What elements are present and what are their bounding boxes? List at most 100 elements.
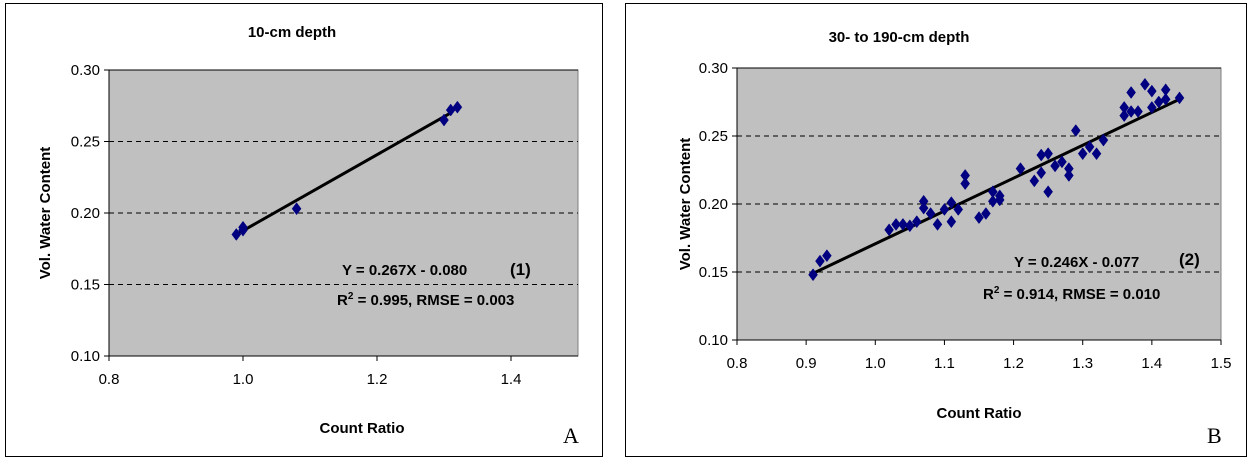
fit-stats-a: R2 = 0.995, RMSE = 0.003	[337, 291, 514, 309]
data-point	[974, 211, 984, 225]
y-axis-label-b: Vol. Water Content	[677, 138, 694, 271]
fit-stats-b: R2 = 0.914, RMSE = 0.010	[983, 285, 1160, 303]
y-tick-label: 0.20	[71, 205, 100, 222]
data-point	[994, 189, 1005, 203]
stats-r-b: R	[983, 286, 994, 303]
stats-r-a: R	[337, 292, 348, 309]
y-tick-label: 0.25	[71, 134, 100, 151]
data-point	[988, 185, 998, 199]
data-point	[932, 217, 943, 231]
data-point	[939, 203, 950, 216]
data-point	[1064, 162, 1074, 176]
data-point	[1140, 77, 1150, 91]
stats-rest-b: = 0.914, RMSE = 0.010	[999, 286, 1160, 303]
x-tick-label: 1.0	[233, 371, 254, 388]
y-tick-label: 0.10	[699, 332, 728, 349]
data-point	[1147, 84, 1157, 98]
data-point	[1133, 105, 1143, 118]
chart-title-a: 10-cm depth	[248, 24, 336, 41]
y-ticks-a: 0.10 0.15 0.20 0.25 0.30	[71, 62, 110, 365]
regression-equation-a: Y = 0.267X - 0.080	[342, 262, 467, 279]
data-point	[1064, 169, 1074, 182]
data-point	[953, 203, 964, 216]
data-point	[1077, 147, 1088, 161]
data-point	[1015, 162, 1026, 176]
data-point	[1091, 147, 1102, 161]
y-tick-label: 0.30	[71, 62, 100, 79]
data-point	[946, 196, 957, 210]
data-point	[891, 217, 901, 231]
y-tick-label: 0.30	[699, 60, 728, 77]
x-tick-label: 1.4	[1141, 355, 1162, 372]
data-point	[946, 215, 957, 229]
data-point	[1126, 86, 1136, 99]
x-tick-label: 1.4	[501, 371, 522, 388]
panel-letter-a: A	[563, 423, 579, 448]
chart-b-svg: 0.10 0.15 0.20 0.25 0.30 0.8 0.9 1.0 1.1 1.2 1.3 1…	[677, 29, 1232, 448]
data-point	[911, 215, 922, 229]
data-point	[1057, 155, 1067, 169]
data-point	[1050, 159, 1060, 173]
data-point	[960, 177, 970, 191]
data-point	[822, 249, 832, 263]
x-tick-label: 1.3	[1072, 355, 1093, 372]
stats-sup-a: 2	[348, 291, 354, 302]
regression-equation-b: Y = 0.246X - 0.077	[1014, 254, 1139, 271]
x-tick-label: 1.2	[1003, 355, 1024, 372]
chart-title-b: 30- to 190-cm depth	[829, 29, 970, 46]
x-axis-label-a: Count Ratio	[320, 420, 405, 437]
data-point	[981, 207, 991, 220]
data-point	[815, 254, 825, 268]
y-tick-label: 0.15	[71, 277, 100, 294]
data-point	[884, 223, 894, 237]
fit-line-b	[812, 97, 1181, 275]
data-point	[905, 219, 915, 233]
data-point	[898, 217, 908, 231]
data-point	[1029, 174, 1040, 188]
data-point	[231, 228, 242, 241]
y-tick-label: 0.20	[699, 196, 728, 213]
data-point	[1043, 147, 1053, 161]
x-tick-label: 0.9	[796, 355, 817, 372]
panel-letter-b: B	[1207, 423, 1222, 448]
data-point	[1036, 166, 1047, 180]
chart-a-svg: 0.10 0.15 0.20 0.25 0.30 0.8 1.0 1.2 1.4 10-cm …	[37, 24, 579, 448]
data-point	[452, 100, 463, 114]
data-point	[1070, 124, 1081, 137]
data-point	[1174, 91, 1185, 105]
x-tick-label: 0.8	[99, 371, 120, 388]
y-tick-label: 0.25	[699, 128, 728, 145]
data-point	[918, 201, 929, 215]
data-point	[1126, 105, 1136, 118]
x-tick-label: 1.5	[1211, 355, 1232, 372]
data-points-a	[231, 100, 463, 241]
data-point	[808, 268, 818, 282]
data-point	[1160, 92, 1171, 106]
gridlines-b	[737, 67, 1221, 273]
data-point	[1043, 185, 1053, 199]
x-tick-label: 0.8	[727, 355, 748, 372]
chart-panel-b: 0.10 0.15 0.20 0.25 0.30 0.8 0.9 1.0 1.1 1.2 1.3 1…	[625, 3, 1247, 457]
data-points-b	[808, 77, 1185, 282]
stats-rest-a: = 0.995, RMSE = 0.003	[353, 292, 514, 309]
x-tick-label: 1.2	[367, 371, 388, 388]
x-tick-label: 1.1	[934, 355, 955, 372]
data-point	[291, 202, 302, 216]
y-tick-label: 0.15	[699, 264, 728, 281]
data-point	[439, 113, 449, 127]
x-axis-label-b: Count Ratio	[937, 405, 1022, 422]
data-point	[1084, 140, 1095, 154]
x-ticks-a: 0.8 1.0 1.2 1.4	[99, 355, 578, 388]
stats-sup-b: 2	[994, 285, 1000, 296]
y-ticks-b: 0.10 0.15 0.20 0.25 0.30	[699, 60, 738, 349]
equation-number-b: (2)	[1179, 250, 1200, 269]
chart-panel-a: 0.10 0.15 0.20 0.25 0.30 0.8 1.0 1.2 1.4 10-cm …	[5, 3, 603, 457]
equation-number-a: (1)	[510, 260, 531, 279]
y-tick-label: 0.10	[71, 348, 100, 365]
x-tick-label: 1.0	[865, 355, 886, 372]
data-point	[1098, 133, 1109, 147]
data-point	[960, 169, 970, 182]
data-point	[925, 207, 936, 220]
data-point	[1147, 101, 1157, 114]
data-point	[1119, 109, 1130, 123]
